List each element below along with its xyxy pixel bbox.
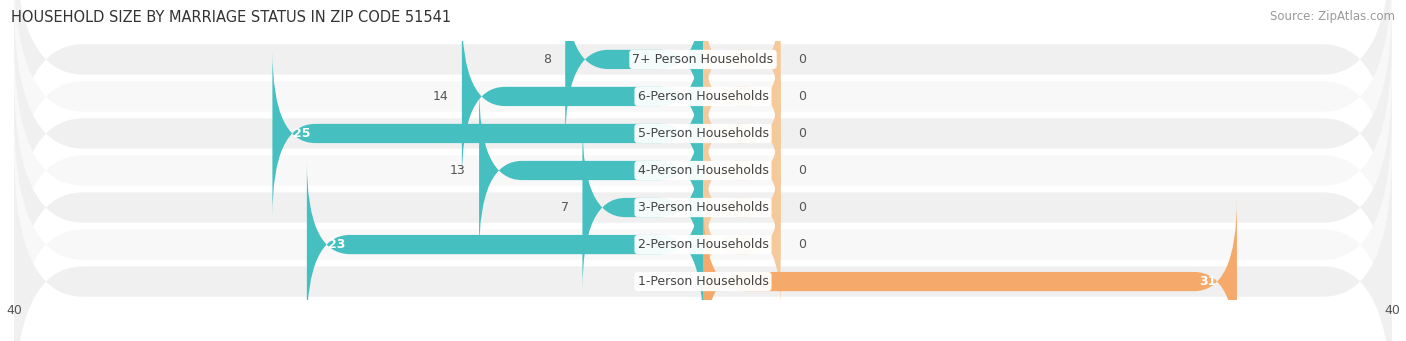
FancyBboxPatch shape [461,14,703,179]
FancyBboxPatch shape [703,32,780,161]
FancyBboxPatch shape [14,38,1392,303]
FancyBboxPatch shape [703,0,780,124]
Text: 7+ Person Households: 7+ Person Households [633,53,773,66]
Text: 8: 8 [544,53,551,66]
Text: 1-Person Households: 1-Person Households [637,275,769,288]
FancyBboxPatch shape [703,106,780,235]
Text: 0: 0 [797,201,806,214]
FancyBboxPatch shape [307,162,703,327]
FancyBboxPatch shape [565,0,703,142]
Text: 4-Person Households: 4-Person Households [637,164,769,177]
FancyBboxPatch shape [703,69,780,198]
Text: 7: 7 [561,201,568,214]
Text: Source: ZipAtlas.com: Source: ZipAtlas.com [1270,10,1395,23]
Text: 3-Person Households: 3-Person Households [637,201,769,214]
Text: 0: 0 [797,90,806,103]
Text: 0: 0 [797,164,806,177]
Text: 23: 23 [328,238,344,251]
Text: 0: 0 [797,127,806,140]
FancyBboxPatch shape [14,149,1392,341]
FancyBboxPatch shape [273,50,703,217]
Text: 25: 25 [292,127,311,140]
FancyBboxPatch shape [14,0,1392,229]
FancyBboxPatch shape [14,75,1392,340]
FancyBboxPatch shape [479,88,703,253]
FancyBboxPatch shape [703,180,780,309]
Text: 6-Person Households: 6-Person Households [637,90,769,103]
FancyBboxPatch shape [14,0,1392,192]
Text: 14: 14 [432,90,449,103]
FancyBboxPatch shape [703,143,780,272]
Text: 31: 31 [1199,275,1216,288]
FancyBboxPatch shape [14,1,1392,266]
Text: 0: 0 [797,238,806,251]
Text: HOUSEHOLD SIZE BY MARRIAGE STATUS IN ZIP CODE 51541: HOUSEHOLD SIZE BY MARRIAGE STATUS IN ZIP… [11,10,451,25]
Text: 5-Person Households: 5-Person Households [637,127,769,140]
FancyBboxPatch shape [14,112,1392,341]
FancyBboxPatch shape [703,199,1237,341]
FancyBboxPatch shape [582,124,703,291]
Text: 0: 0 [797,53,806,66]
Text: 2-Person Households: 2-Person Households [637,238,769,251]
Text: 13: 13 [450,164,465,177]
